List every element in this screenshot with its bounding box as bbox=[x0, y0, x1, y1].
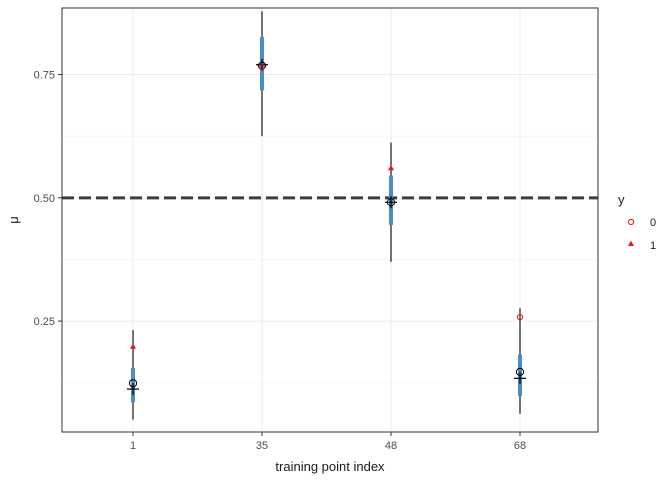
legend-key-triangle bbox=[627, 240, 635, 247]
x-tick-label: 1 bbox=[130, 440, 136, 452]
marks bbox=[127, 11, 526, 420]
x-tick-label: 48 bbox=[385, 440, 397, 452]
legend-label: 1 bbox=[650, 240, 656, 252]
y-axis-title: μ bbox=[6, 216, 21, 224]
legend-label: 0 bbox=[650, 217, 656, 229]
x-tick-label: 35 bbox=[256, 440, 268, 452]
legend-key-open-circle bbox=[627, 218, 635, 226]
legend-title: y bbox=[618, 192, 625, 207]
legend: y 0 1 bbox=[618, 192, 656, 252]
y-tick-label: 0.75 bbox=[34, 70, 55, 82]
observed-point-y0 bbox=[516, 314, 524, 321]
plot-border bbox=[61, 7, 599, 433]
y-tick-label: 0.25 bbox=[34, 316, 55, 328]
x-axis: 1 35 48 68 bbox=[130, 432, 526, 452]
observed-point-y0 bbox=[258, 64, 266, 71]
plot-panel bbox=[62, 8, 598, 432]
y-axis: 0.25 0.50 0.75 bbox=[34, 70, 62, 328]
y-tick-label: 0.50 bbox=[34, 193, 55, 205]
observed-point-y1 bbox=[129, 343, 137, 349]
observed-point-y1 bbox=[387, 164, 395, 171]
x-axis-title: training point index bbox=[275, 459, 385, 474]
x-tick-label: 68 bbox=[514, 440, 526, 452]
